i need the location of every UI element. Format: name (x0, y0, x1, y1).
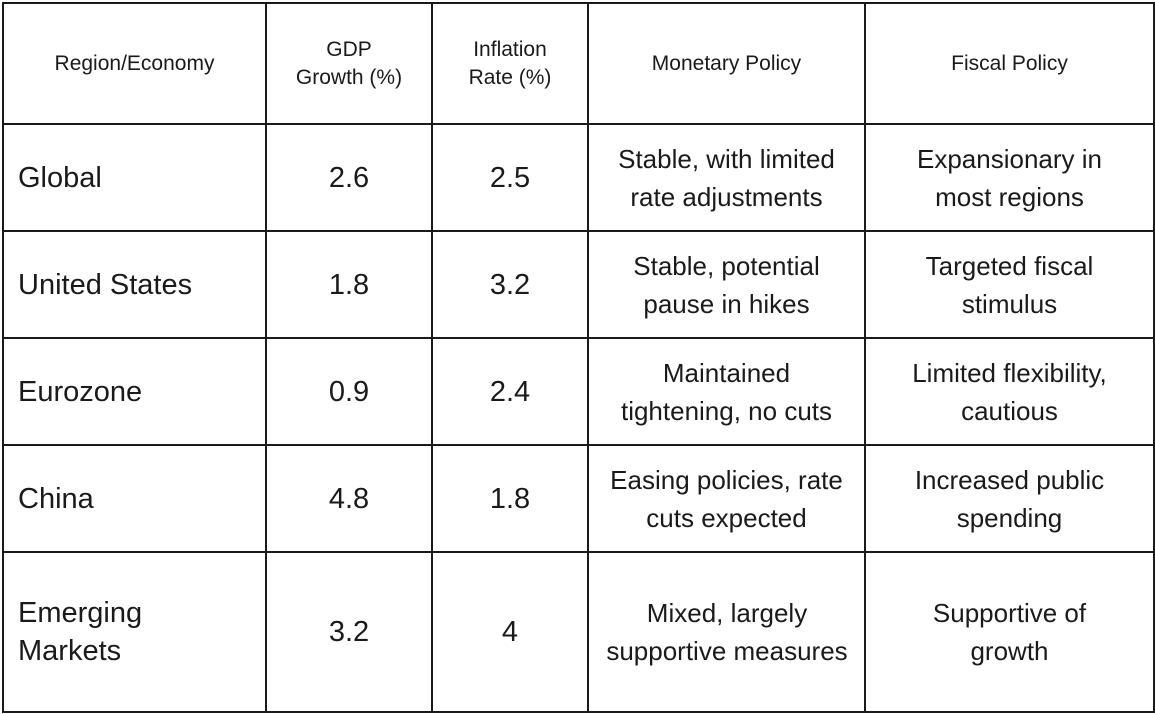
cell-monetary-policy-text: Stable, with limited rate adjustments (618, 143, 835, 212)
cell-monetary-policy-text: Easing policies, rate cuts expected (610, 464, 843, 533)
cell-monetary-policy: Maintained tightening, no cuts (587, 337, 866, 446)
cell-fiscal-policy: Increased public spending (864, 444, 1155, 553)
cell-inflation-rate: 1.8 (431, 444, 589, 553)
header-monetary-policy: Monetary Policy (587, 2, 866, 125)
cell-fiscal-policy-text: Expansionary in most regions (917, 143, 1102, 212)
cell-monetary-policy: Stable, potential pause in hikes (587, 230, 866, 339)
table-header-row: Region/Economy GDP Growth (%) Inflation … (2, 2, 1155, 125)
cell-monetary-policy-text: Maintained tightening, no cuts (620, 357, 833, 426)
header-fiscal-policy: Fiscal Policy (864, 2, 1155, 125)
cell-fiscal-policy: Supportive of growth (864, 551, 1155, 713)
cell-gdp-growth: 2.6 (265, 123, 433, 232)
cell-inflation-rate: 2.5 (431, 123, 589, 232)
header-region: Region/Economy (2, 2, 267, 125)
cell-gdp-growth: 1.8 (265, 230, 433, 339)
table-row: Eurozone 0.9 2.4 Maintained tightening, … (2, 337, 1155, 446)
cell-fiscal-policy-text: Increased public spending (914, 464, 1105, 533)
cell-gdp-growth: 3.2 (265, 551, 433, 713)
cell-monetary-policy: Mixed, largely supportive measures (587, 551, 866, 713)
table-row: Global 2.6 2.5 Stable, with limited rate… (2, 123, 1155, 232)
cell-inflation-rate: 4 (431, 551, 589, 713)
cell-monetary-policy-text: Stable, potential pause in hikes (633, 250, 820, 319)
cell-region: China (2, 444, 267, 553)
cell-monetary-policy: Stable, with limited rate adjustments (587, 123, 866, 232)
cell-inflation-rate: 2.4 (431, 337, 589, 446)
cell-gdp-growth: 0.9 (265, 337, 433, 446)
cell-region: Eurozone (2, 337, 267, 446)
cell-monetary-policy: Easing policies, rate cuts expected (587, 444, 866, 553)
cell-region: Global (2, 123, 267, 232)
cell-gdp-growth: 4.8 (265, 444, 433, 553)
cell-fiscal-policy: Targeted fiscal stimulus (864, 230, 1155, 339)
header-gdp-growth: GDP Growth (%) (265, 2, 433, 125)
cell-monetary-policy-text: Mixed, largely supportive measures (606, 598, 848, 666)
table-row: United States 1.8 3.2 Stable, potential … (2, 230, 1155, 339)
cell-region: Emerging Markets (2, 551, 267, 713)
cell-fiscal-policy: Limited flexibility, cautious (864, 337, 1155, 446)
cell-inflation-rate: 3.2 (431, 230, 589, 339)
header-inflation-rate: Inflation Rate (%) (431, 2, 589, 125)
cell-fiscal-policy-text: Limited flexibility, cautious (912, 357, 1107, 426)
header-gdp-growth-label: GDP Growth (%) (295, 37, 403, 89)
table-row: China 4.8 1.8 Easing policies, rate cuts… (2, 444, 1155, 553)
cell-region: United States (2, 230, 267, 339)
header-inflation-rate-label: Inflation Rate (%) (468, 37, 552, 89)
cell-fiscal-policy-text: Supportive of growth (932, 598, 1087, 666)
cell-region-text: Emerging Markets (18, 597, 143, 667)
table-row: Emerging Markets 3.2 4 Mixed, largely su… (2, 551, 1155, 713)
cell-fiscal-policy: Expansionary in most regions (864, 123, 1155, 232)
cell-fiscal-policy-text: Targeted fiscal stimulus (925, 250, 1094, 319)
